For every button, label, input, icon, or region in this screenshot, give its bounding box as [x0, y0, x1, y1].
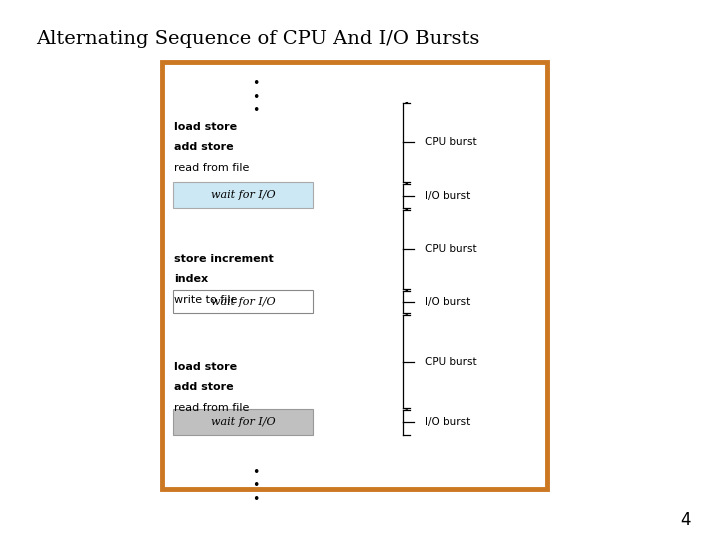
Text: wait for I/O: wait for I/O: [211, 190, 275, 200]
Text: CPU burst: CPU burst: [425, 356, 477, 367]
Text: wait for I/O: wait for I/O: [211, 296, 275, 307]
Text: CPU burst: CPU burst: [425, 137, 477, 147]
Text: •: •: [252, 493, 259, 506]
Text: write to file: write to file: [174, 295, 238, 305]
Bar: [162, 62, 547, 489]
Text: CPU burst: CPU burst: [425, 244, 477, 254]
Text: store increment: store increment: [174, 254, 274, 264]
Text: wait for I/O: wait for I/O: [211, 417, 275, 427]
Bar: [173, 182, 313, 208]
Bar: [173, 409, 313, 435]
Text: I/O burst: I/O burst: [425, 417, 470, 427]
Text: •: •: [252, 466, 259, 479]
Text: load store: load store: [174, 362, 238, 372]
Text: add store: add store: [174, 382, 234, 393]
Text: I/O burst: I/O burst: [425, 297, 470, 307]
Text: •: •: [252, 480, 259, 492]
Text: •: •: [252, 91, 259, 104]
Text: load store: load store: [174, 122, 238, 132]
Text: read from file: read from file: [174, 403, 250, 413]
Text: add store: add store: [174, 142, 234, 152]
Text: 4: 4: [680, 511, 691, 529]
Text: Alternating Sequence of CPU And I/O Bursts: Alternating Sequence of CPU And I/O Burs…: [36, 30, 480, 48]
Text: I/O burst: I/O burst: [425, 191, 470, 201]
Text: read from file: read from file: [174, 163, 250, 173]
Text: index: index: [174, 274, 208, 285]
Bar: [173, 290, 313, 313]
Text: •: •: [252, 77, 259, 90]
Text: •: •: [252, 104, 259, 117]
